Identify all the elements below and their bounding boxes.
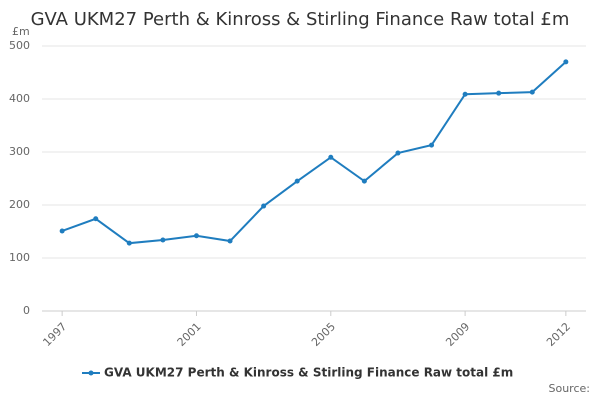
data-point — [429, 142, 435, 148]
data-line — [61, 61, 567, 245]
data-point — [160, 237, 166, 243]
y-axis-label: £m — [12, 25, 30, 38]
x-tick-label: 2005 — [309, 320, 338, 349]
data-point — [462, 91, 468, 97]
x-tick-label: 1997 — [40, 320, 69, 349]
data-point — [361, 178, 367, 184]
data-point — [93, 216, 99, 222]
y-tick-label: 300 — [9, 145, 30, 158]
data-point — [193, 233, 199, 239]
x-tick-label: 2001 — [175, 320, 204, 349]
x-tick-label: 2012 — [544, 320, 573, 349]
data-point — [261, 203, 267, 209]
data-point — [59, 228, 65, 234]
data-point — [126, 240, 132, 246]
y-tick-label: 400 — [9, 92, 30, 105]
source: Source: — [549, 382, 591, 395]
y-tick-label: 500 — [9, 39, 30, 52]
y-tick-label: 200 — [9, 198, 30, 211]
y-tick-label: 0 — [23, 304, 30, 317]
data-point — [395, 150, 401, 156]
data-point — [529, 89, 535, 95]
legend-label: GVA UKM27 Perth & Kinross & Stirling Fin… — [104, 366, 513, 380]
data-point — [563, 59, 569, 65]
data-point — [227, 238, 233, 244]
data-point — [328, 154, 334, 160]
y-tick-label: 100 — [9, 251, 30, 264]
legend-marker — [88, 370, 94, 376]
data-point — [496, 90, 502, 96]
x-tick-label: 2009 — [443, 320, 472, 349]
data-point — [294, 178, 300, 184]
chart-title: GVA UKM27 Perth & Kinross & Stirling Fin… — [31, 9, 570, 30]
